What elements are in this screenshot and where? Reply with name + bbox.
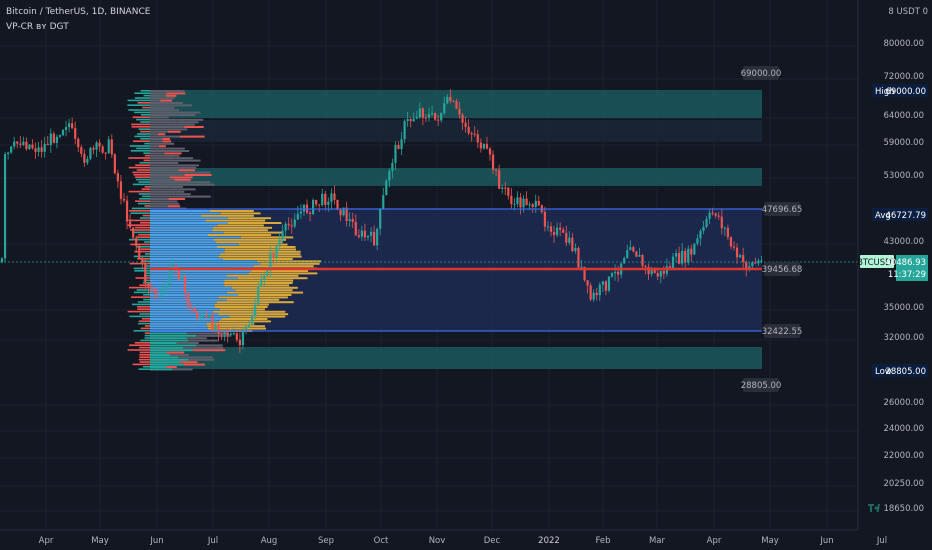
- time-tick: Jul: [207, 536, 218, 546]
- price-axis[interactable]: 8 USDT 0 80000.00 72000.00 64000.00 5900…: [857, 0, 928, 530]
- price-tick: 22000.00: [883, 451, 924, 461]
- svg-text:40486.93: 40486.93: [885, 258, 926, 268]
- svg-text:69000.00: 69000.00: [741, 69, 782, 79]
- time-axis[interactable]: Apr May Jun Jul Aug Sep Oct Nov Dec 2022…: [0, 529, 887, 546]
- price-tick: 59000.00: [883, 138, 924, 148]
- svg-text:47696.65: 47696.65: [762, 205, 803, 215]
- time-tick: Dec: [484, 536, 501, 546]
- range-label-vah: 47696.65: [762, 202, 803, 216]
- range-label-low: 28805.00: [741, 378, 782, 392]
- indicator-title[interactable]: VP-CR ʙʏ DGT ͏͏͏͏: [6, 22, 72, 32]
- svg-text:28805.00: 28805.00: [885, 367, 926, 377]
- time-tick: Jul: [876, 536, 887, 546]
- avg-price-tag: Avg 46727.79: [872, 208, 928, 221]
- price-tick: 35000.00: [883, 303, 924, 313]
- svg-text:BTCUSDT: BTCUSDT: [857, 258, 898, 268]
- time-tick: 2022: [538, 536, 560, 546]
- range-label-poc: 39456.68: [762, 262, 803, 276]
- price-tick: 80000.00: [883, 39, 924, 49]
- top-right-readout: 8 USDT 0: [888, 7, 928, 17]
- symbol-title[interactable]: Bitcoin / TetherUS, 1D, BINANCE: [6, 7, 151, 17]
- time-tick: Apr: [39, 536, 54, 546]
- svg-text:39456.68: 39456.68: [762, 265, 803, 275]
- candlestick-series: [0, 89, 763, 353]
- time-tick: Feb: [595, 536, 610, 546]
- range-label-high: 69000.00: [741, 66, 782, 80]
- high-price-tag: High 69000.00: [872, 84, 928, 97]
- svg-text:46727.79: 46727.79: [885, 211, 926, 221]
- time-tick: Nov: [429, 536, 446, 546]
- price-tick: 53000.00: [883, 171, 924, 181]
- time-tick: Oct: [374, 536, 389, 546]
- current-price-tag: BTCUSDT 40486.93 11:37:29: [857, 255, 928, 281]
- time-tick: May: [761, 536, 779, 546]
- time-tick: Apr: [707, 536, 722, 546]
- svg-text:High: High: [875, 87, 895, 97]
- price-tick: 24000.00: [883, 424, 924, 434]
- volume-profile: [127, 90, 322, 371]
- time-tick: Mar: [649, 536, 666, 546]
- price-tick: 43000.00: [883, 237, 924, 247]
- price-tick: 26000.00: [883, 398, 924, 408]
- high-zone-band-2: [150, 120, 762, 142]
- low-zone-band: [150, 347, 762, 369]
- price-tick: 20250.00: [883, 479, 924, 489]
- mid-zone-band: [150, 168, 762, 186]
- time-tick: Sep: [318, 536, 334, 546]
- svg-text:28805.00: 28805.00: [741, 381, 782, 391]
- svg-text:Avg: Avg: [875, 211, 891, 221]
- time-tick: Aug: [261, 536, 278, 546]
- svg-text:Low: Low: [875, 367, 892, 377]
- svg-text:11:37:29: 11:37:29: [888, 270, 926, 280]
- time-tick: Jun: [149, 536, 163, 546]
- price-tick: 32000.00: [883, 333, 924, 343]
- low-price-tag: Low 28805.00: [872, 364, 928, 377]
- price-tick: 64000.00: [883, 111, 924, 121]
- svg-text:32422.55: 32422.55: [762, 327, 803, 337]
- time-tick: Jun: [819, 536, 833, 546]
- time-tick: May: [91, 536, 109, 546]
- range-label-val: 32422.55: [762, 324, 803, 338]
- tradingview-logo-icon: [868, 504, 880, 512]
- svg-text:69000.00: 69000.00: [885, 87, 926, 97]
- price-tick: 18650.00: [883, 504, 924, 514]
- price-tick: 72000.00: [883, 72, 924, 82]
